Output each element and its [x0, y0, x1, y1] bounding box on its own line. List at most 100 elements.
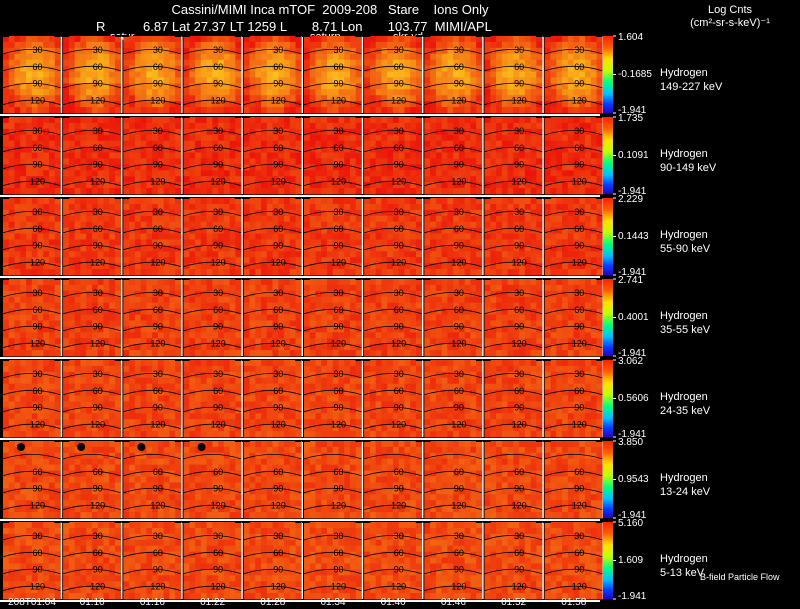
heat-cell — [415, 158, 423, 165]
heat-cell — [261, 344, 268, 351]
heat-cell — [544, 59, 551, 67]
heat-cell — [31, 134, 38, 142]
heat-cell — [430, 164, 437, 171]
heat-cell — [249, 158, 256, 165]
heat-cell — [261, 239, 268, 246]
heat-cell — [453, 203, 460, 211]
heat-cell — [266, 209, 273, 217]
heat-cell — [195, 95, 202, 102]
heat-cell — [284, 107, 291, 114]
polar-arc — [2, 261, 61, 268]
heat-cell — [327, 59, 334, 67]
heat-cell — [501, 227, 508, 234]
heat-cell — [435, 203, 443, 211]
heat-cell — [37, 95, 44, 102]
heat-cell — [129, 128, 136, 136]
heat-cell — [410, 83, 417, 90]
heat-cell — [278, 308, 285, 315]
heat-cell — [49, 158, 56, 165]
angle-label: 90 — [213, 322, 223, 332]
heat-cell — [123, 170, 130, 177]
heat-cell — [97, 36, 104, 43]
angle-label: 30 — [454, 207, 464, 217]
heat-cell — [404, 176, 411, 183]
marker — [422, 116, 431, 118]
heat-cell — [544, 107, 551, 114]
heat-cell — [189, 53, 196, 61]
heat-cell — [470, 89, 477, 96]
heat-cell — [464, 41, 471, 49]
heat-cell — [157, 47, 165, 55]
heat-cell — [387, 251, 394, 258]
heat-cell — [464, 36, 471, 43]
heat-cell — [229, 320, 236, 327]
heat-cell — [37, 221, 44, 229]
heat-cell — [392, 209, 400, 217]
heat-cell — [272, 158, 279, 165]
heat-cell — [223, 53, 230, 61]
heat-cell — [14, 65, 21, 72]
heat-cell — [321, 164, 328, 171]
angle-label: 120 — [512, 258, 527, 268]
heat-cell — [585, 134, 592, 142]
heat-cell — [37, 59, 44, 67]
heat-cell — [507, 269, 514, 276]
heat-cell — [484, 152, 491, 159]
heat-cell — [31, 296, 38, 304]
heat-cell — [470, 182, 477, 189]
heat-cell — [218, 140, 225, 148]
heat-cell — [315, 101, 322, 108]
heat-cell — [14, 233, 21, 240]
heat-cell — [507, 209, 514, 217]
heat-cell — [255, 263, 262, 270]
heat-cell — [146, 239, 153, 246]
heat-cell — [338, 203, 345, 211]
heat-cell — [496, 182, 503, 189]
heat-cell — [63, 284, 70, 292]
heat-cell — [398, 158, 405, 165]
heat-cell — [20, 209, 27, 217]
heat-cell — [579, 233, 586, 240]
heat-cell — [157, 338, 165, 345]
heat-cell — [152, 314, 159, 321]
heat-cell — [134, 209, 142, 217]
heat-cell — [284, 290, 291, 298]
heat-cell — [243, 65, 250, 72]
heat-cell — [114, 89, 122, 96]
heat-cell — [530, 36, 537, 43]
heat-cell — [140, 53, 147, 61]
heat-cell — [54, 227, 61, 234]
polar-arc — [63, 291, 121, 298]
heat-cell — [74, 146, 81, 153]
heat-cell — [464, 117, 471, 124]
heat-cell — [404, 263, 411, 270]
heat-cell — [519, 221, 526, 229]
heat-cell — [74, 170, 81, 177]
heat-cell — [74, 314, 81, 321]
heat-cell — [567, 182, 574, 189]
heat-cell — [375, 128, 382, 136]
heat-cell — [381, 83, 388, 90]
heat-cell — [68, 344, 76, 351]
heat-cell — [235, 308, 242, 315]
heat-cell — [579, 227, 586, 234]
heat-cell — [496, 71, 503, 78]
heat-cell — [212, 188, 219, 195]
heat-cell — [309, 176, 316, 183]
heat-cell — [134, 95, 142, 102]
heat-cell — [430, 233, 437, 240]
heat-cell — [152, 188, 159, 195]
heat-cell — [430, 71, 437, 78]
heat-cell — [152, 117, 159, 124]
heat-cell — [344, 203, 351, 211]
heat-cell — [524, 134, 531, 142]
heat-cell — [507, 164, 514, 171]
heat-cell — [235, 101, 242, 108]
heat-cell — [447, 152, 454, 159]
heat-cell — [573, 239, 580, 246]
heat-cell — [464, 65, 471, 72]
heat-cell — [596, 47, 603, 55]
heat-cell — [507, 233, 514, 240]
heat-cell — [20, 257, 27, 264]
heat-cell — [435, 152, 443, 159]
